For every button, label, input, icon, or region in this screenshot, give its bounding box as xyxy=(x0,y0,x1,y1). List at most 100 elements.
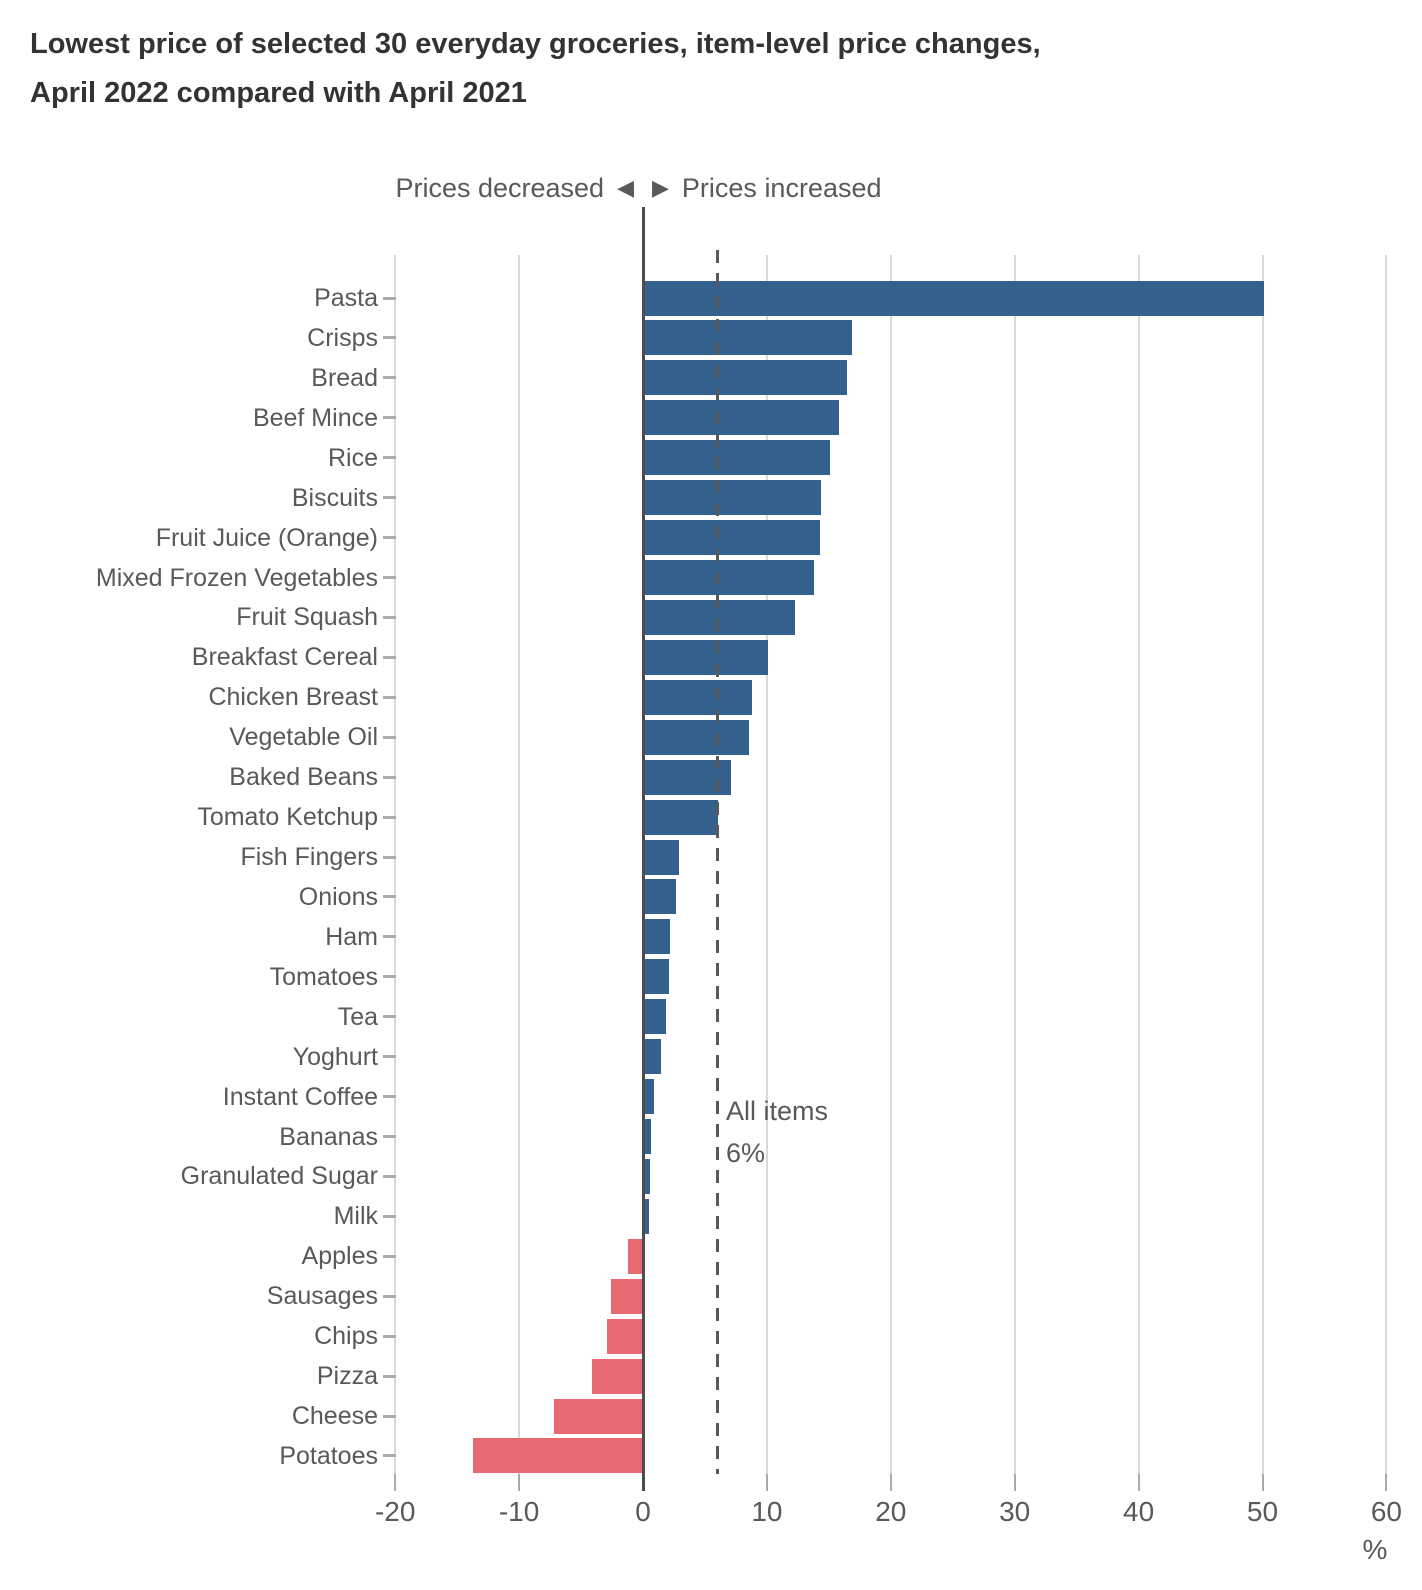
left-triangle-icon: ◀ xyxy=(617,175,634,200)
bar-milk xyxy=(644,1198,649,1234)
right-triangle-icon: ▶ xyxy=(652,175,669,200)
x-axis-tick-60 xyxy=(1385,1474,1388,1491)
category-label: Tomato Ketchup xyxy=(197,803,378,832)
category-tick xyxy=(383,376,396,380)
category-label: Sausages xyxy=(266,1282,378,1311)
category-tick xyxy=(383,1414,396,1418)
category-tick xyxy=(383,1214,396,1218)
category-label: Mixed Frozen Vegetables xyxy=(95,563,378,592)
chart-title-line1: Lowest price of selected 30 everyday gro… xyxy=(30,28,1041,60)
bar-bananas xyxy=(644,1119,652,1155)
category-tick xyxy=(383,1374,396,1378)
category-tick xyxy=(383,775,396,779)
category-label: Tea xyxy=(337,1002,378,1031)
bar-fruit-juice-orange- xyxy=(644,520,820,556)
category-tick xyxy=(383,735,396,739)
category-label: Fruit Juice (Orange) xyxy=(155,523,378,552)
all-items-reference-line xyxy=(715,250,719,1474)
category-label: Chicken Breast xyxy=(208,683,378,712)
bar-biscuits xyxy=(644,480,822,516)
x-axis-tick-label-0: 0 xyxy=(635,1496,651,1527)
bar-pasta xyxy=(644,280,1264,316)
category-tick xyxy=(383,536,396,540)
x-axis-tick-label-50: 50 xyxy=(1246,1496,1279,1527)
bar-fruit-squash xyxy=(644,599,796,635)
x-axis-tick--10 xyxy=(518,1474,521,1491)
x-axis-unit-label: % xyxy=(1362,1534,1388,1565)
x-axis-tick-label-20: 20 xyxy=(875,1496,907,1527)
category-tick xyxy=(383,1095,396,1099)
category-label: Pasta xyxy=(314,284,378,312)
x-axis-tick-40 xyxy=(1137,1474,1140,1491)
x-axis-tick-label-60: 60 xyxy=(1370,1496,1402,1527)
x-axis-tick-label-10: 10 xyxy=(751,1496,783,1527)
category-tick xyxy=(383,576,396,579)
bar-vegetable-oil xyxy=(644,719,750,755)
category-label: Pizza xyxy=(316,1362,378,1391)
prices-decreased-label: Prices decreased xyxy=(395,173,605,203)
category-tick xyxy=(383,1294,396,1298)
category-label: Granulated Sugar xyxy=(180,1162,378,1191)
bar-instant-coffee xyxy=(644,1079,654,1115)
category-label: Yoghurt xyxy=(292,1042,378,1071)
bar-rice xyxy=(644,440,830,476)
bar-chicken-breast xyxy=(644,679,752,715)
category-label: Beef Mince xyxy=(252,403,378,432)
category-label: Potatoes xyxy=(279,1441,378,1470)
bar-cheese xyxy=(553,1398,643,1434)
x-axis-tick-10 xyxy=(765,1474,768,1491)
category-tick xyxy=(383,935,396,939)
gridline-50 xyxy=(1261,255,1264,1474)
category-tick xyxy=(383,296,396,300)
gridline-20 xyxy=(889,255,892,1474)
bar-crisps xyxy=(644,320,853,356)
gridline-40 xyxy=(1137,255,1140,1474)
category-tick xyxy=(383,975,396,979)
bar-yoghurt xyxy=(644,1039,662,1075)
category-tick xyxy=(383,855,396,859)
bar-sausages xyxy=(610,1278,643,1314)
category-tick xyxy=(383,1135,396,1139)
bar-potatoes xyxy=(473,1438,643,1474)
x-axis-tick--20 xyxy=(394,1474,397,1491)
all-items-annotation-value: 6% xyxy=(726,1138,766,1168)
category-label: Fruit Squash xyxy=(236,603,378,632)
bar-granulated-sugar xyxy=(644,1158,651,1194)
category-label: Breakfast Cereal xyxy=(191,643,378,672)
bar-beef-mince xyxy=(644,400,839,436)
all-items-annotation: All items 6% xyxy=(726,1090,828,1174)
bar-chips xyxy=(607,1318,643,1354)
bar-fish-fingers xyxy=(644,839,679,875)
category-tick xyxy=(383,1454,396,1458)
category-label: Apples xyxy=(301,1242,378,1271)
category-tick xyxy=(383,615,396,619)
category-tick xyxy=(383,336,396,340)
gridline-30 xyxy=(1013,255,1016,1474)
category-label: Biscuits xyxy=(291,483,378,512)
gridline-60 xyxy=(1385,255,1388,1474)
x-axis-tick-30 xyxy=(1013,1474,1016,1491)
category-label: Bananas xyxy=(279,1122,378,1151)
category-label: Rice xyxy=(327,443,378,472)
x-axis-tick-label-40: 40 xyxy=(1123,1496,1155,1527)
bar-ham xyxy=(644,919,671,955)
bar-tea xyxy=(644,999,667,1035)
x-axis-tick-label-30: 30 xyxy=(999,1496,1031,1527)
bar-breakfast-cereal xyxy=(644,639,768,675)
bar-apples xyxy=(628,1238,643,1274)
category-label: Vegetable Oil xyxy=(229,723,378,752)
direction-legend-decreased: Prices decreased ◀ xyxy=(395,170,634,206)
bar-tomato-ketchup xyxy=(644,799,719,835)
category-label: Fish Fingers xyxy=(240,843,378,872)
x-axis-tick-50 xyxy=(1261,1474,1264,1491)
category-tick xyxy=(383,695,396,699)
bar-pizza xyxy=(592,1358,643,1394)
category-label: Ham xyxy=(325,922,378,951)
category-tick xyxy=(383,1055,396,1059)
category-label: Cheese xyxy=(291,1402,378,1431)
category-label: Bread xyxy=(311,363,378,392)
x-axis-tick-20 xyxy=(889,1474,892,1491)
category-tick xyxy=(383,815,396,819)
category-tick xyxy=(383,416,396,420)
